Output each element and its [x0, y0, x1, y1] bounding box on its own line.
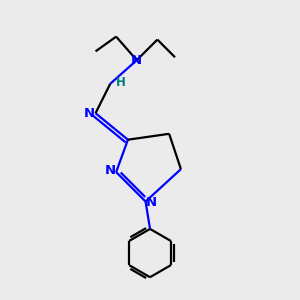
Text: N: N [131, 54, 142, 67]
Text: H: H [116, 76, 125, 89]
Text: N: N [146, 196, 157, 209]
Text: N: N [83, 107, 94, 120]
Text: N: N [105, 164, 116, 177]
